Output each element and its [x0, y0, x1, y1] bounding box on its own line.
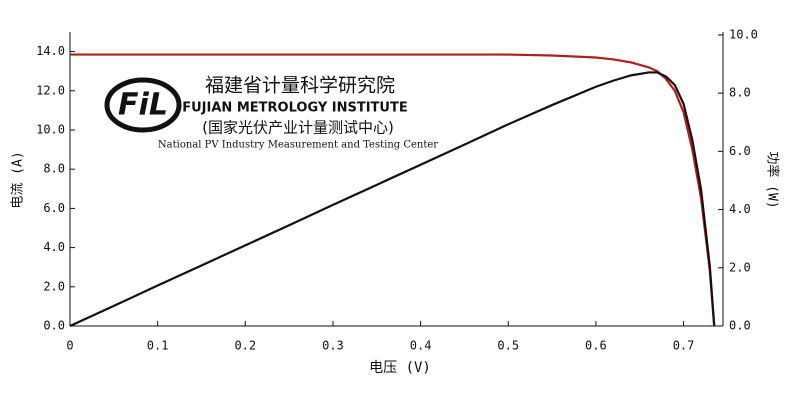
- y-tick-label: 14.0: [36, 44, 65, 58]
- x-tick-label: 0.3: [322, 339, 344, 353]
- y2-tick-label: 2.0: [729, 260, 751, 274]
- logo-line: (国家光伏产业计量测试中心): [202, 119, 394, 137]
- x-tick-label: 0: [66, 339, 73, 353]
- y2-tick-label: 10.0: [729, 27, 758, 41]
- logo: FiL 福建省计量科学研究院 FUJIAN METROLOGY INSTITUT…: [104, 75, 438, 151]
- y-tick-label: 8.0: [43, 162, 65, 176]
- data-line: [69, 71, 716, 327]
- data-line: [70, 53, 716, 327]
- x-tick-label: 0.6: [585, 339, 607, 353]
- logo-title: 福建省计量科学研究院: [205, 75, 395, 97]
- logo-line: National PV Industry Measurement and Tes…: [158, 140, 438, 151]
- x-tick-label: 0.7: [673, 339, 695, 353]
- y2-tick-label: 6.0: [729, 144, 751, 158]
- y2-tick-label: 0.0: [729, 319, 751, 333]
- y-tick-label: 6.0: [43, 201, 65, 215]
- logo-mark: FiL: [118, 88, 168, 123]
- x-axis-label: 电压 (V): [369, 360, 431, 376]
- y2-tick-label: 8.0: [729, 86, 751, 100]
- logo-subtitle: FUJIAN METROLOGY INSTITUTE: [182, 101, 407, 116]
- y2-axis-label: 功率 (W): [765, 151, 781, 208]
- logo-ring: [104, 77, 182, 133]
- y-tick-label: 12.0: [36, 83, 65, 97]
- y-tick-label: 2.0: [43, 279, 65, 293]
- y-tick-label: 0.0: [43, 319, 65, 333]
- y-tick-label: 10.0: [36, 123, 65, 137]
- x-tick-label: 0.2: [234, 339, 256, 353]
- x-tick-label: 0.4: [410, 339, 432, 353]
- x-tick-label: 0.5: [497, 339, 519, 353]
- y2-tick-label: 4.0: [729, 202, 751, 216]
- y-tick-label: 4.0: [43, 240, 65, 254]
- y-axis-label: 电流 (A): [11, 151, 26, 208]
- x-tick-label: 0.1: [147, 339, 169, 353]
